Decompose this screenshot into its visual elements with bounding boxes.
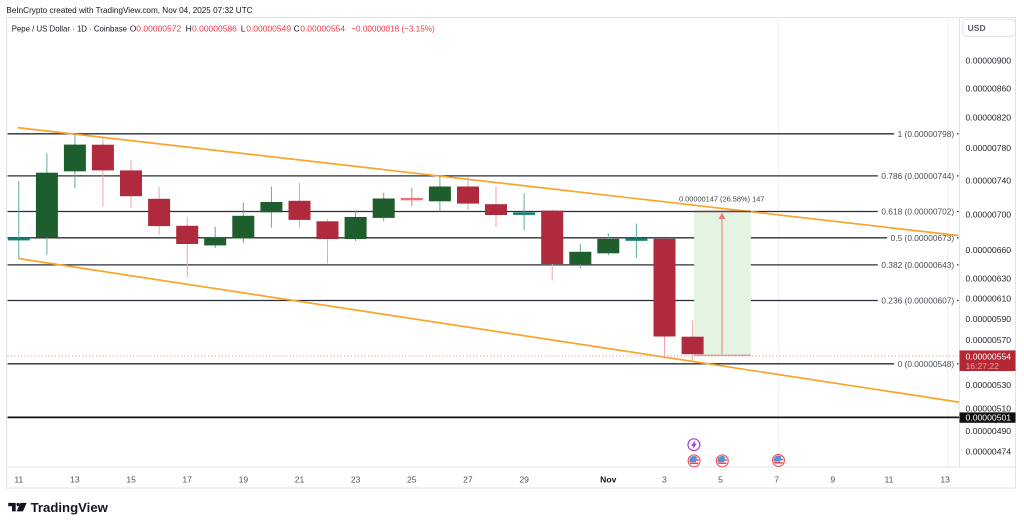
- svg-text:15: 15: [126, 475, 136, 485]
- svg-text:5: 5: [718, 475, 723, 485]
- svg-text:0.00000501: 0.00000501: [966, 413, 1012, 423]
- svg-text:11: 11: [885, 475, 894, 485]
- svg-text:0.236 (0.00000607): 0.236 (0.00000607): [881, 296, 954, 306]
- svg-text:Nov: Nov: [600, 475, 616, 485]
- svg-text:0.00000510: 0.00000510: [966, 404, 1012, 414]
- svg-text:USD: USD: [968, 23, 986, 33]
- svg-text:0.00000610: 0.00000610: [966, 293, 1012, 303]
- svg-text:13: 13: [70, 475, 80, 485]
- svg-text:25: 25: [407, 475, 417, 485]
- svg-text:16:27:22: 16:27:22: [966, 361, 1000, 371]
- svg-text:9: 9: [830, 475, 835, 485]
- svg-text:BeInCrypto created with Tradin: BeInCrypto created with TradingView.com,…: [6, 5, 252, 15]
- svg-text:27: 27: [463, 475, 473, 485]
- svg-text:C: C: [294, 23, 300, 33]
- svg-text:0.00000700: 0.00000700: [966, 209, 1012, 219]
- svg-text:Pepe / US Dollar · 1D · Coinba: Pepe / US Dollar · 1D · Coinbase: [12, 23, 128, 33]
- svg-text:23: 23: [351, 475, 361, 485]
- svg-text:0.00000590: 0.00000590: [966, 314, 1012, 324]
- svg-text:O: O: [130, 23, 137, 33]
- svg-text:0.00000570: 0.00000570: [966, 335, 1012, 345]
- svg-text:0.5 (0.00000673): 0.5 (0.00000673): [891, 233, 955, 243]
- svg-text:0.00000530: 0.00000530: [966, 380, 1012, 390]
- svg-text:0.00000780: 0.00000780: [966, 143, 1012, 153]
- svg-text:0.00000740: 0.00000740: [966, 175, 1012, 185]
- svg-text:0.00000572: 0.00000572: [136, 23, 181, 33]
- svg-text:0.00000820: 0.00000820: [966, 113, 1012, 123]
- svg-text:0.00000586: 0.00000586: [192, 23, 237, 33]
- svg-text:TradingView: TradingView: [31, 500, 109, 515]
- svg-text:0.00000490: 0.00000490: [966, 426, 1012, 436]
- svg-text:H: H: [186, 23, 192, 33]
- svg-text:0.00000554: 0.00000554: [966, 352, 1012, 362]
- svg-text:7: 7: [774, 475, 779, 485]
- svg-text:0.00000147 (26.58%) 147: 0.00000147 (26.58%) 147: [679, 194, 764, 203]
- svg-text:0.00000660: 0.00000660: [966, 245, 1012, 255]
- svg-text:0.00000630: 0.00000630: [966, 274, 1012, 284]
- svg-text:29: 29: [519, 475, 529, 485]
- svg-text:3: 3: [662, 475, 667, 485]
- svg-text:1 (0.00000798): 1 (0.00000798): [898, 129, 955, 139]
- svg-text:0 (0.00000548): 0 (0.00000548): [898, 359, 955, 369]
- svg-text:0.00000900: 0.00000900: [966, 56, 1012, 66]
- svg-text:0.786 (0.00000744): 0.786 (0.00000744): [881, 171, 954, 181]
- svg-text:0.618 (0.00000702): 0.618 (0.00000702): [881, 207, 954, 217]
- svg-text:13: 13: [940, 475, 950, 485]
- svg-text:L: L: [241, 23, 246, 33]
- svg-text:17: 17: [182, 475, 192, 485]
- svg-text:−0.00000018 (−3.15%): −0.00000018 (−3.15%): [351, 23, 435, 33]
- svg-text:19: 19: [239, 475, 249, 485]
- svg-text:0.382 (0.00000643): 0.382 (0.00000643): [881, 260, 954, 270]
- svg-text:0.00000474: 0.00000474: [966, 446, 1012, 456]
- svg-text:21: 21: [295, 475, 305, 485]
- svg-text:11: 11: [14, 475, 23, 485]
- svg-text:0.00000549: 0.00000549: [246, 23, 291, 33]
- svg-text:0.00000554: 0.00000554: [300, 23, 345, 33]
- svg-text:0.00000860: 0.00000860: [966, 83, 1012, 93]
